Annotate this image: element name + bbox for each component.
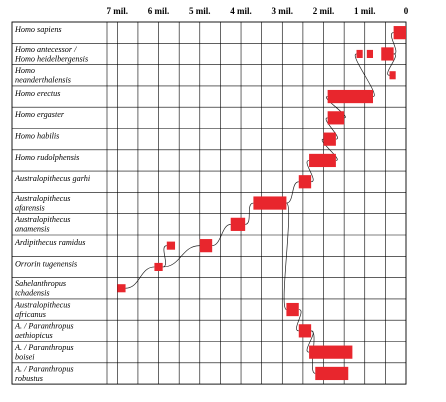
range-bar xyxy=(286,302,299,317)
range-bar xyxy=(389,71,396,80)
chart-frame xyxy=(11,21,407,385)
x-axis-tick-labels: 7 mil. 6 mil. 5 mil. 4 mil. 3 mil. 2 mil. 1 mi… xyxy=(107,6,409,16)
species-label: Australopithecus anamensis xyxy=(14,215,71,234)
range-bar xyxy=(166,241,176,250)
range-bar xyxy=(356,49,363,58)
x-tick-label: 7 mil. xyxy=(107,6,129,16)
range-bar xyxy=(309,153,336,168)
x-tick-label: 5 mil. xyxy=(189,6,211,16)
range-bar xyxy=(154,262,163,271)
species-label: A. / Paranthropus aethiopicus xyxy=(14,322,74,341)
species-label: Homo erectus xyxy=(14,89,60,98)
species-label: Homo neanderthalensis xyxy=(14,66,71,85)
range-bar xyxy=(327,89,374,104)
species-label: Australopithecus africanus xyxy=(14,300,71,319)
species-label: Orrorin tugenensis xyxy=(15,259,77,268)
range-bar xyxy=(253,196,287,210)
range-bar xyxy=(117,284,126,293)
range-bar xyxy=(298,324,312,338)
species-label: Homo habilis xyxy=(14,132,59,141)
x-tick-label: 6 mil. xyxy=(148,6,170,16)
species-label: Sahelanthropus tchadensis xyxy=(15,279,66,298)
range-bar xyxy=(327,111,345,125)
species-label: Homo ergaster xyxy=(14,110,65,119)
range-bar xyxy=(393,26,406,40)
range-bar xyxy=(309,345,353,359)
x-tick-label: 1 mil. xyxy=(354,6,376,16)
x-tick-label: 0 xyxy=(404,6,409,16)
range-bar xyxy=(315,366,349,381)
species-label: Homo sapiens xyxy=(14,25,62,34)
species-label: A. / Paranthropus robustus xyxy=(14,364,74,383)
range-bar xyxy=(298,175,312,189)
range-bars xyxy=(117,26,406,381)
species-labels: Homo sapiens Homo antecessor / Homo heidel… xyxy=(14,25,91,383)
species-label: Ardipithecus ramidus xyxy=(14,238,85,247)
range-bar xyxy=(366,49,374,58)
x-tick-label: 2 mil. xyxy=(313,6,335,16)
x-tick-label: 3 mil. xyxy=(272,6,294,16)
chart-grid xyxy=(11,21,407,385)
species-label: A. / Paranthropus boisei xyxy=(14,343,74,362)
range-bar xyxy=(381,47,394,61)
species-label: Australopithecus garhi xyxy=(14,174,91,183)
range-bar xyxy=(199,239,213,253)
species-label: Homo rudolphensis xyxy=(14,153,79,162)
range-bar xyxy=(323,132,336,146)
range-bar xyxy=(230,217,246,231)
x-tick-label: 4 mil. xyxy=(230,6,252,16)
species-label: Australopithecus afarensis xyxy=(14,194,71,213)
species-label: Homo antecessor / Homo heidelbergensis xyxy=(14,45,88,64)
